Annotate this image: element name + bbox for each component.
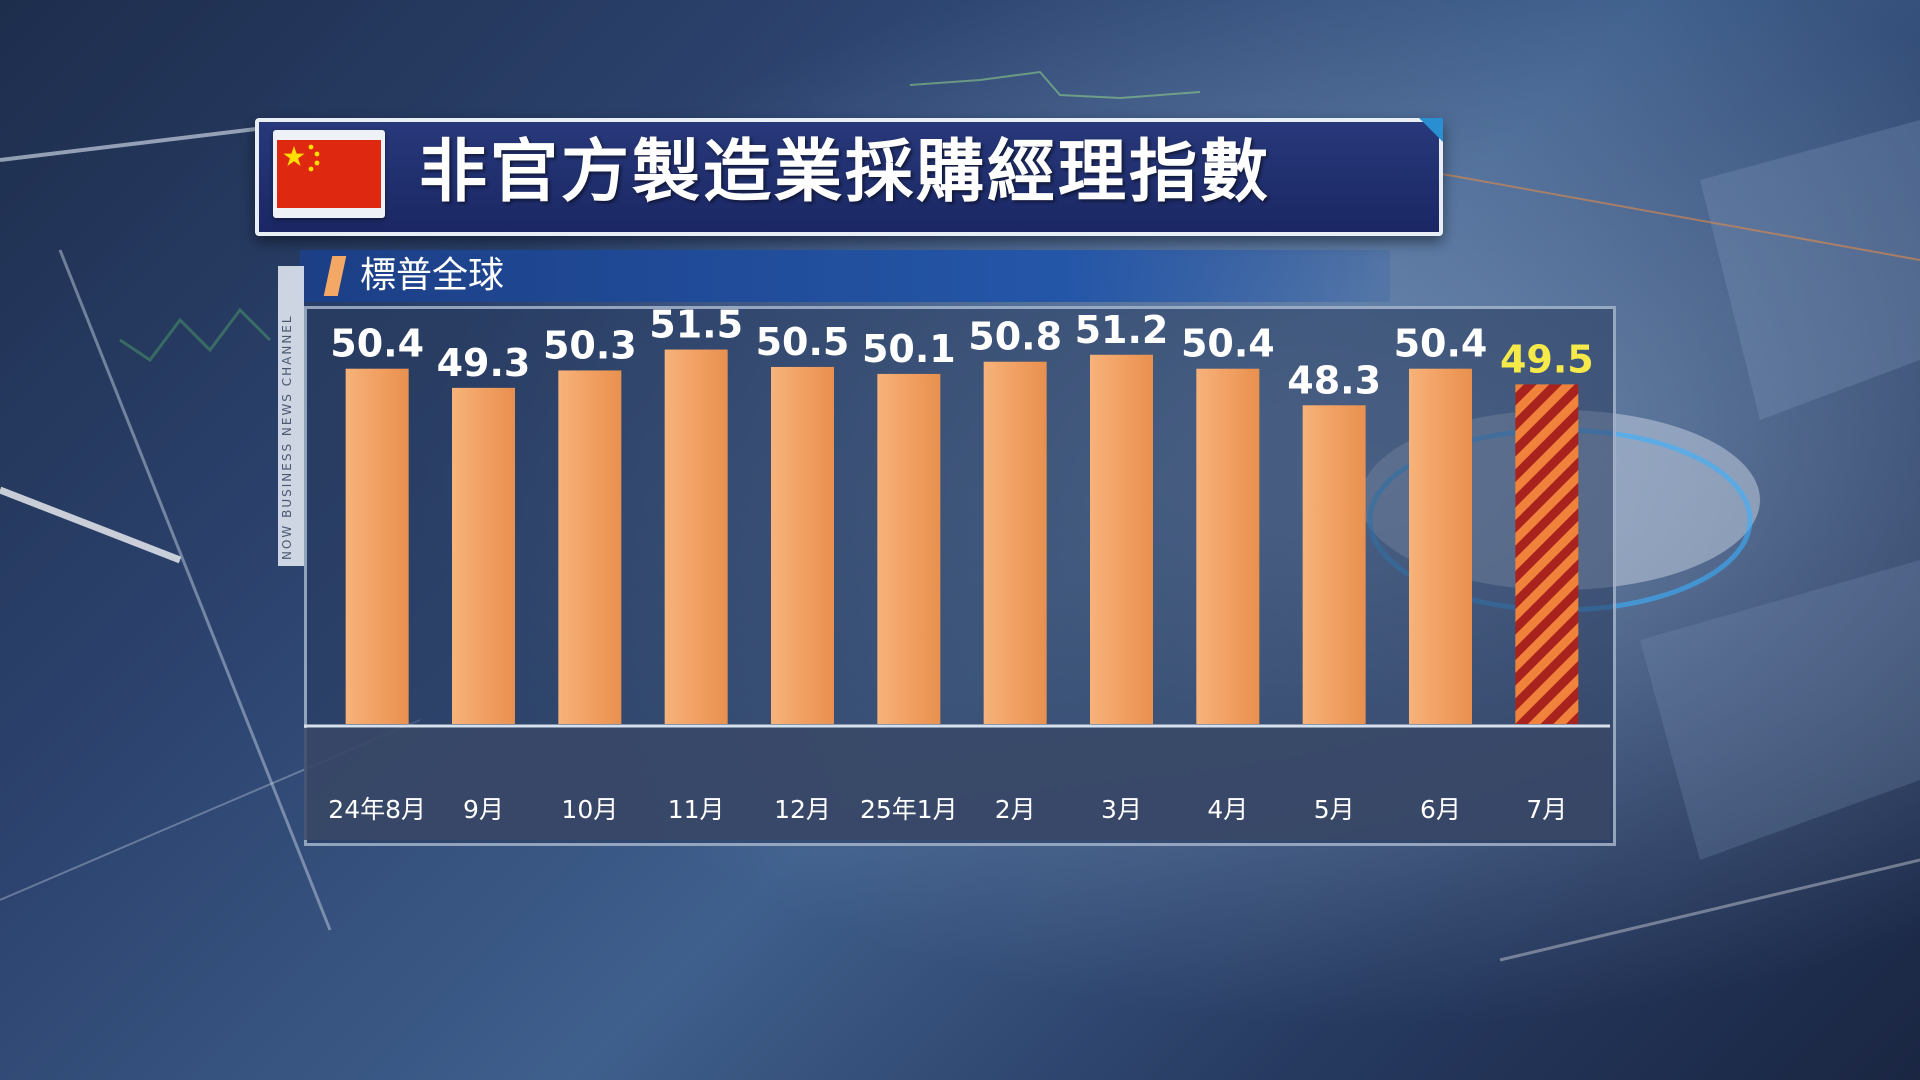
value-label: 48.3 <box>1287 358 1381 402</box>
bar <box>1409 368 1472 724</box>
title-banner: 非官方製造業採購經理指數 <box>255 118 1443 236</box>
x-tick-label: 24年8月 <box>328 795 426 824</box>
x-tick-label: 11月 <box>668 795 725 824</box>
bar-highlighted <box>1515 384 1579 724</box>
value-label: 50.4 <box>330 322 424 366</box>
value-label: 50.4 <box>1394 322 1488 366</box>
bar <box>983 361 1047 724</box>
x-tick-label: 2月 <box>995 795 1036 824</box>
bar <box>664 349 728 724</box>
x-tick-label: 12月 <box>774 795 831 824</box>
x-tick-label: 9月 <box>463 795 504 824</box>
china-flag-icon <box>273 130 385 218</box>
value-label: 49.5 <box>1500 337 1594 381</box>
x-tick-label: 10月 <box>561 795 618 824</box>
x-tick-label: 5月 <box>1314 795 1355 824</box>
bar-chart: 50.4 49.3 50.3 51.5 50.5 50.1 50.8 51.2 50.4 48.3… <box>304 306 1610 840</box>
bar <box>771 366 834 724</box>
x-axis-band <box>304 728 1610 840</box>
bar <box>1302 405 1366 724</box>
channel-name: NOW BUSINESS NEWS CHANNEL <box>280 314 294 560</box>
x-tick-label: 6月 <box>1420 795 1461 824</box>
value-label: 51.2 <box>1075 308 1169 352</box>
bar <box>345 368 409 724</box>
channel-side-label: NOW BUSINESS NEWS CHANNEL <box>278 266 304 566</box>
chart-subtitle: 標普全球 <box>360 255 505 296</box>
x-tick-label: 3月 <box>1101 795 1142 824</box>
subtitle-marker-icon <box>323 256 347 296</box>
value-label: 49.3 <box>437 341 531 385</box>
value-label: 51.5 <box>649 306 743 347</box>
subtitle-bar: 標普全球 <box>300 250 1390 302</box>
bar <box>452 387 515 724</box>
bar <box>877 373 941 724</box>
x-tick-label: 7月 <box>1526 795 1567 824</box>
value-label: 50.4 <box>1181 322 1275 366</box>
chart-title: 非官方製造業採購經理指數 <box>419 133 1272 212</box>
x-tick-label: 4月 <box>1207 795 1248 824</box>
bar <box>558 370 622 724</box>
value-label: 50.5 <box>756 320 850 364</box>
bar <box>1090 354 1153 724</box>
value-label: 50.1 <box>862 327 956 371</box>
bar <box>1196 368 1260 724</box>
value-label: 50.8 <box>968 315 1062 359</box>
x-tick-label: 25年1月 <box>860 795 958 824</box>
value-label: 50.3 <box>543 323 637 367</box>
